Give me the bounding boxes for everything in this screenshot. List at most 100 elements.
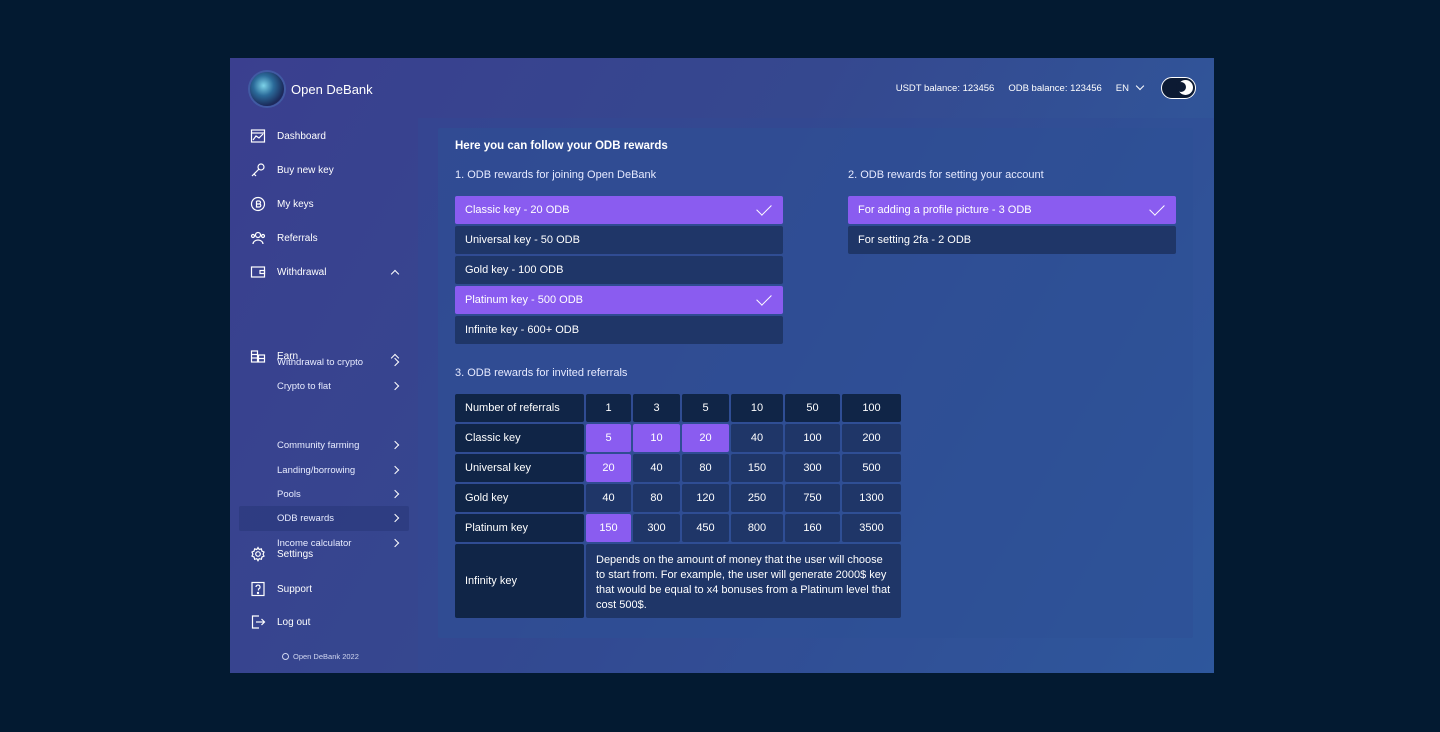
- section3-title: 3. ODB rewards for invited referrals: [455, 367, 628, 379]
- logout-icon: [250, 614, 266, 630]
- table-cell[interactable]: 100: [785, 424, 840, 452]
- option-classic-key[interactable]: Classic key - 20 ODB: [455, 196, 783, 224]
- option-infinite-key[interactable]: Infinite key - 600+ ODB: [455, 316, 783, 344]
- chevron-right-icon: [390, 489, 400, 499]
- sidebar: Dashboard Buy new key My keys Referrals …: [230, 118, 418, 673]
- table-cell[interactable]: 5: [586, 424, 631, 452]
- section2-title: 2. ODB rewards for setting your account: [848, 169, 1044, 181]
- table-cell[interactable]: 120: [682, 484, 729, 512]
- option-gold-key[interactable]: Gold key - 100 ODB: [455, 256, 783, 284]
- main-content: Here you can follow your ODB rewards 1. …: [418, 118, 1214, 673]
- gear-icon: [250, 546, 266, 562]
- brand[interactable]: Open DeBank: [250, 72, 373, 106]
- table-cell[interactable]: 250: [731, 484, 783, 512]
- check-icon: [1149, 200, 1165, 216]
- check-icon: [756, 290, 772, 306]
- brand-name: Open DeBank: [291, 81, 373, 97]
- sidebar-sub-income-calculator[interactable]: Income calculator: [277, 534, 400, 552]
- table-row-label: Universal key: [455, 454, 584, 482]
- table-cell[interactable]: 150: [731, 454, 783, 482]
- table-header-cell: 10: [731, 394, 783, 422]
- infinity-description: Depends on the amount of money that the …: [586, 544, 901, 618]
- option-2fa[interactable]: For setting 2fa - 2 ODB: [848, 226, 1176, 254]
- table-cell[interactable]: 200: [842, 424, 901, 452]
- option-profile-picture[interactable]: For adding a profile picture - 3 ODB: [848, 196, 1176, 224]
- table-cell[interactable]: 20: [586, 454, 631, 482]
- table-header-cell: 5: [682, 394, 729, 422]
- sidebar-item-earn[interactable]: Earn: [250, 346, 400, 366]
- table-header-cell: 3: [633, 394, 680, 422]
- language-label: EN: [1115, 82, 1129, 94]
- chevron-right-icon: [390, 381, 400, 391]
- active-highlight: [239, 506, 409, 531]
- chevron-up-icon: [390, 353, 400, 363]
- table-cell[interactable]: 40: [586, 484, 631, 512]
- usdt-balance: USDT balance: 123456: [895, 82, 995, 94]
- sidebar-item-buy-key[interactable]: Buy new key: [250, 160, 334, 180]
- table-cell[interactable]: 150: [586, 514, 631, 542]
- theme-toggle[interactable]: [1161, 77, 1196, 99]
- table-row-label: Platinum key: [455, 514, 584, 542]
- copyright-footer: Open DeBank 2022: [282, 652, 359, 661]
- dashboard-icon: [250, 128, 266, 144]
- table-cell[interactable]: 750: [785, 484, 840, 512]
- key-icon: [250, 162, 266, 178]
- table-cell[interactable]: 80: [682, 454, 729, 482]
- rewards-card: Here you can follow your ODB rewards 1. …: [438, 128, 1193, 638]
- section1-title: 1. ODB rewards for joining Open DeBank: [455, 169, 657, 181]
- sidebar-item-log-out[interactable]: Log out: [250, 612, 310, 632]
- users-icon: [250, 230, 266, 246]
- moon-icon: [1176, 80, 1193, 95]
- table-header-cell: 100: [842, 394, 901, 422]
- table-cell[interactable]: 300: [633, 514, 680, 542]
- table-cell[interactable]: 40: [633, 454, 680, 482]
- table-cell[interactable]: 20: [682, 424, 729, 452]
- coin-icon: [250, 196, 266, 212]
- table-cell[interactable]: 1300: [842, 484, 901, 512]
- chevron-right-icon: [390, 513, 400, 523]
- table-cell[interactable]: 500: [842, 454, 901, 482]
- chevron-right-icon: [390, 538, 400, 548]
- table-row-label: Gold key: [455, 484, 584, 512]
- logo-icon: [250, 72, 284, 106]
- chevron-up-icon: [390, 269, 400, 279]
- table-row-label: Classic key: [455, 424, 584, 452]
- wallet-icon: [250, 264, 266, 280]
- table-cell[interactable]: 80: [633, 484, 680, 512]
- sidebar-sub-community-farming[interactable]: Community farming: [277, 436, 400, 454]
- table-header-cell: 1: [586, 394, 631, 422]
- chevron-right-icon: [390, 440, 400, 450]
- sidebar-item-dashboard[interactable]: Dashboard: [250, 126, 326, 146]
- sidebar-item-referrals[interactable]: Referrals: [250, 228, 318, 248]
- table-header-cell: 50: [785, 394, 840, 422]
- chevron-right-icon: [390, 465, 400, 475]
- table-cell[interactable]: 10: [633, 424, 680, 452]
- table-cell[interactable]: 160: [785, 514, 840, 542]
- table-cell[interactable]: 3500: [842, 514, 901, 542]
- odb-balance: ODB balance: 123456: [1008, 82, 1102, 94]
- chevron-down-icon: [1135, 81, 1145, 91]
- sidebar-item-withdrawal[interactable]: Withdrawal: [250, 262, 400, 282]
- language-select[interactable]: EN: [1115, 81, 1145, 94]
- sidebar-item-my-keys[interactable]: My keys: [250, 194, 314, 214]
- option-universal-key[interactable]: Universal key - 50 ODB: [455, 226, 783, 254]
- copyright-icon: [282, 653, 289, 660]
- sidebar-sub-crypto-flat[interactable]: Crypto to flat: [277, 377, 400, 395]
- sidebar-sub-odb-rewards[interactable]: ODB rewards: [277, 509, 400, 527]
- help-icon: [250, 581, 266, 597]
- app-window: Open DeBank USDT balance: 123456 ODB bal…: [230, 58, 1214, 673]
- table-cell[interactable]: 450: [682, 514, 729, 542]
- table-cell[interactable]: 40: [731, 424, 783, 452]
- table-cell[interactable]: 300: [785, 454, 840, 482]
- sidebar-item-support[interactable]: Support: [250, 579, 312, 599]
- check-icon: [756, 200, 772, 216]
- sidebar-sub-withdrawal-crypto[interactable]: Withdrawal to crypto: [277, 353, 400, 371]
- page-title: Here you can follow your ODB rewards: [455, 140, 668, 152]
- option-platinum-key[interactable]: Platinum key - 500 ODB: [455, 286, 783, 314]
- table-cell[interactable]: 800: [731, 514, 783, 542]
- sidebar-item-settings[interactable]: Settings: [250, 544, 313, 564]
- table-header-label: Number of referrals: [455, 394, 584, 422]
- sidebar-sub-landing-borrowing[interactable]: Landing/borrowing: [277, 461, 400, 479]
- table-row-label-infinity: Infinity key: [455, 544, 584, 618]
- sidebar-sub-pools[interactable]: Pools: [277, 485, 400, 503]
